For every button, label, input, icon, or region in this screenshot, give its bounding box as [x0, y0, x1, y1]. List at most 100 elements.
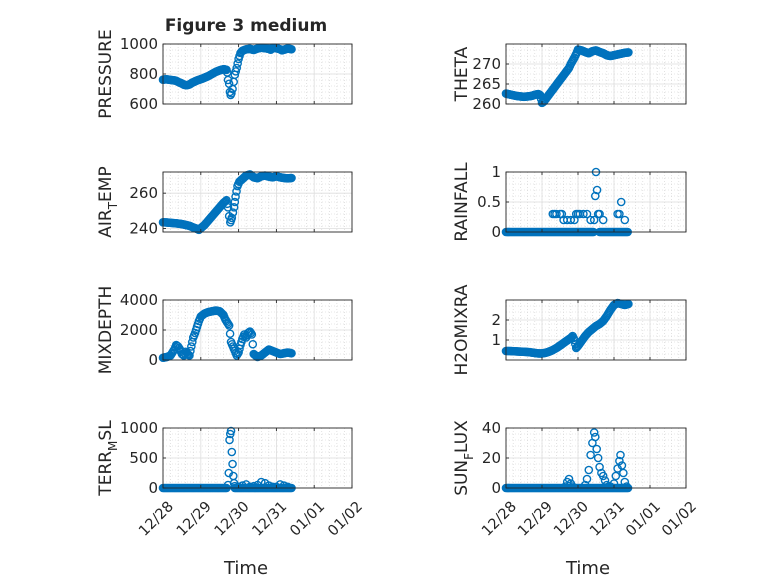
subplot-4: 0 0.5 1 RAINFALL: [452, 162, 687, 242]
data-point: [234, 348, 243, 357]
y-tick-label: 1: [491, 163, 501, 181]
x-tick-label: 12/28: [136, 499, 177, 540]
data-point: [247, 330, 257, 339]
data-point: [557, 209, 567, 219]
data-point: [586, 450, 595, 460]
data-point: [582, 209, 592, 219]
data-point: [566, 215, 576, 225]
data-point: [222, 199, 232, 209]
data-point: [620, 477, 630, 487]
data-point: [283, 482, 293, 492]
y-axis-label: SUNFLUX: [452, 420, 476, 496]
data-point: [580, 480, 590, 490]
y-axis-label: AIRTEMP: [96, 166, 120, 237]
y-axis-label: TERRMSL: [96, 420, 120, 497]
y-tick-label: 270: [472, 55, 501, 73]
y-axis-label: H2OMIXRA: [452, 284, 472, 375]
data-point: [230, 197, 240, 207]
x-tick-label: 12/30: [551, 499, 592, 540]
data-point: [185, 351, 194, 360]
y-tick-label: 0.5: [477, 193, 501, 211]
data-point: [592, 444, 602, 454]
subplot-6: 1 2 H2OMIXRA: [452, 284, 687, 376]
data-point: [227, 447, 237, 457]
y-tick-label: 40: [482, 419, 501, 437]
x-tick-label: 01/02: [659, 499, 700, 540]
y-tick-label: 260: [472, 95, 501, 113]
data-point: [589, 428, 599, 437]
axes-box: [505, 43, 687, 105]
y-axis-label: MIXDEPTH: [96, 286, 116, 375]
data-point: [234, 482, 243, 492]
y-axis-label: THETA: [452, 46, 472, 102]
data-point: [225, 329, 235, 339]
data-point: [249, 481, 259, 491]
data-point: [616, 450, 625, 460]
data-point: [224, 321, 234, 330]
axes-box: [505, 299, 687, 361]
y-tick-label: 600: [129, 95, 158, 113]
x-tick-label: 12/29: [174, 499, 215, 540]
data-point: [248, 339, 258, 349]
x-tick-label: 12/31: [250, 499, 291, 540]
x-tick-label: 01/02: [325, 499, 366, 540]
data-point: [186, 346, 195, 356]
data-point: [287, 173, 296, 183]
x-tick-label: 12/31: [587, 499, 628, 540]
data-point: [279, 481, 289, 490]
y-tick-label: 0: [491, 223, 501, 241]
y-tick-label: 0: [491, 479, 501, 497]
y-tick-label: 2: [491, 311, 501, 329]
data-point: [620, 215, 630, 225]
x-tick-label: 12/29: [515, 499, 556, 540]
y-tick-label: 0: [148, 351, 158, 369]
x-tick-label: 12/30: [212, 499, 253, 540]
y-tick-label: 20: [482, 449, 501, 467]
data-point: [616, 197, 626, 207]
y-tick-label: 240: [129, 219, 158, 237]
data-point: [287, 348, 296, 358]
y-tick-label: 500: [129, 449, 158, 467]
data-point: [595, 209, 604, 219]
data-point: [615, 209, 624, 219]
data-point: [231, 192, 240, 202]
data-point: [552, 209, 561, 219]
data-point: [589, 215, 599, 225]
y-tick-label: 1: [491, 331, 501, 349]
data-point: [562, 66, 572, 75]
data-point: [568, 482, 577, 491]
x-tick-label: 12/28: [479, 499, 520, 540]
data-point: [598, 471, 608, 481]
data-point: [624, 48, 633, 57]
data-point: [228, 208, 238, 217]
data-point: [590, 191, 600, 201]
data-point: [233, 59, 242, 68]
y-tick-label: 0: [148, 479, 158, 497]
data-point: [229, 202, 239, 212]
data-point: [584, 465, 594, 475]
x-tick-label: 01/01: [287, 499, 328, 540]
y-tick-label: 800: [129, 65, 158, 83]
data-point: [586, 215, 595, 225]
data-point: [223, 202, 233, 212]
subplot-3: 240 260 AIRTEMP: [96, 166, 353, 238]
data-point: [225, 435, 234, 445]
data-point: [256, 477, 266, 487]
data-point: [600, 476, 610, 485]
data-point: [570, 215, 579, 225]
data-point: [287, 44, 296, 54]
data-point: [598, 215, 608, 225]
data-point: [223, 75, 233, 85]
data-point: [227, 88, 236, 98]
data-point: [226, 426, 236, 436]
y-tick-label: 1000: [120, 35, 158, 53]
data-point: [582, 474, 592, 484]
data-point: [615, 456, 624, 466]
figure-title: Figure 3 medium: [165, 16, 327, 36]
y-tick-label: 2000: [120, 321, 158, 339]
